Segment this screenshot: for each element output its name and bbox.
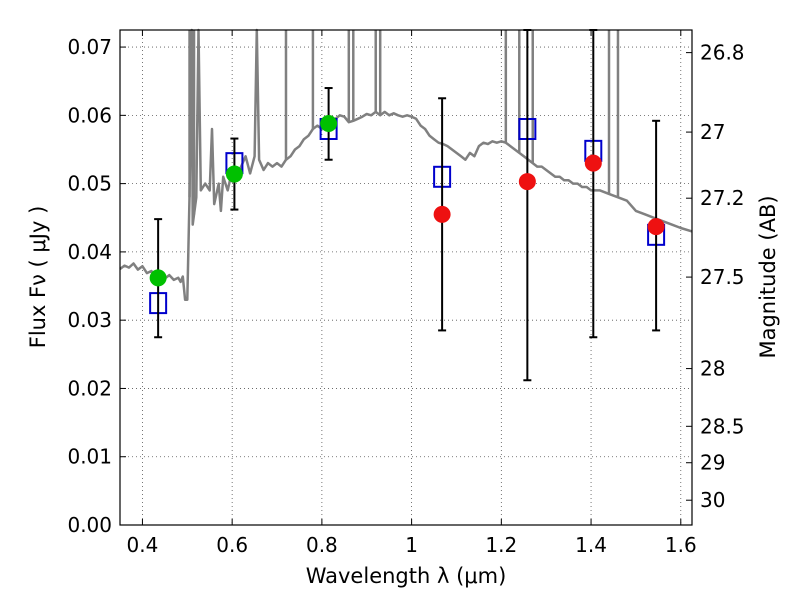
- data-markers: [149, 29, 666, 382]
- x-axis-label: Wavelength λ (μm): [306, 564, 507, 588]
- y-tick-label: 0.02: [67, 376, 112, 400]
- magnitude-tick-label: 27: [700, 120, 725, 144]
- optical-flux-point: [149, 269, 167, 287]
- optical-flux-point: [320, 115, 338, 133]
- plot-frame: [119, 29, 693, 526]
- magnitude-tick-label: 27.2: [700, 186, 745, 210]
- y-tick-label: 0.01: [67, 445, 112, 469]
- sed-model-spectrum: [119, 28, 693, 301]
- y-tick-label: 0.06: [67, 103, 112, 127]
- infrared-flux-point: [433, 205, 451, 223]
- y2-axis-label: Magnitude (AB): [756, 195, 780, 358]
- x-tick-label: 1: [405, 533, 418, 557]
- infrared-flux-point: [584, 154, 602, 172]
- magnitude-tick-label: 29: [700, 451, 725, 475]
- infrared-flux-point: [647, 218, 665, 236]
- x-axis: 0.4 0.6 0.8 1 1.2 1.4 1.6: [127, 30, 697, 557]
- y-tick-label: 0.00: [67, 513, 112, 537]
- sed-model-line: [119, 28, 693, 301]
- x-tick-label: 0.6: [216, 533, 248, 557]
- x-tick-label: 0.8: [306, 533, 338, 557]
- y-axis-magnitude: 26.8 27 27.2 27.5 28 28.5 29 30: [686, 41, 745, 512]
- x-tick-label: 0.4: [127, 533, 159, 557]
- magnitude-tick-label: 27.5: [700, 265, 745, 289]
- y-axis-flux: 0.00 0.01 0.02 0.03 0.04 0.05 0.06 0.07: [67, 35, 126, 537]
- y-tick-label: 0.03: [67, 308, 112, 332]
- magnitude-tick-label: 28.5: [700, 414, 745, 438]
- y-axis-label: Flux Fν ( μJy ): [26, 206, 50, 349]
- x-tick-label: 1.2: [485, 533, 517, 557]
- grid-lines: [120, 30, 692, 526]
- y-tick-label: 0.05: [67, 172, 112, 196]
- magnitude-tick-label: 28: [700, 357, 725, 381]
- magnitude-tick-label: 30: [700, 488, 725, 512]
- x-tick-label: 1.6: [665, 533, 697, 557]
- magnitude-tick-label: 26.8: [700, 41, 745, 65]
- y-tick-label: 0.07: [67, 35, 112, 59]
- y-tick-label: 0.04: [67, 240, 112, 264]
- x-tick-label: 1.4: [575, 533, 607, 557]
- optical-flux-point: [225, 165, 243, 183]
- infrared-flux-point: [518, 173, 536, 191]
